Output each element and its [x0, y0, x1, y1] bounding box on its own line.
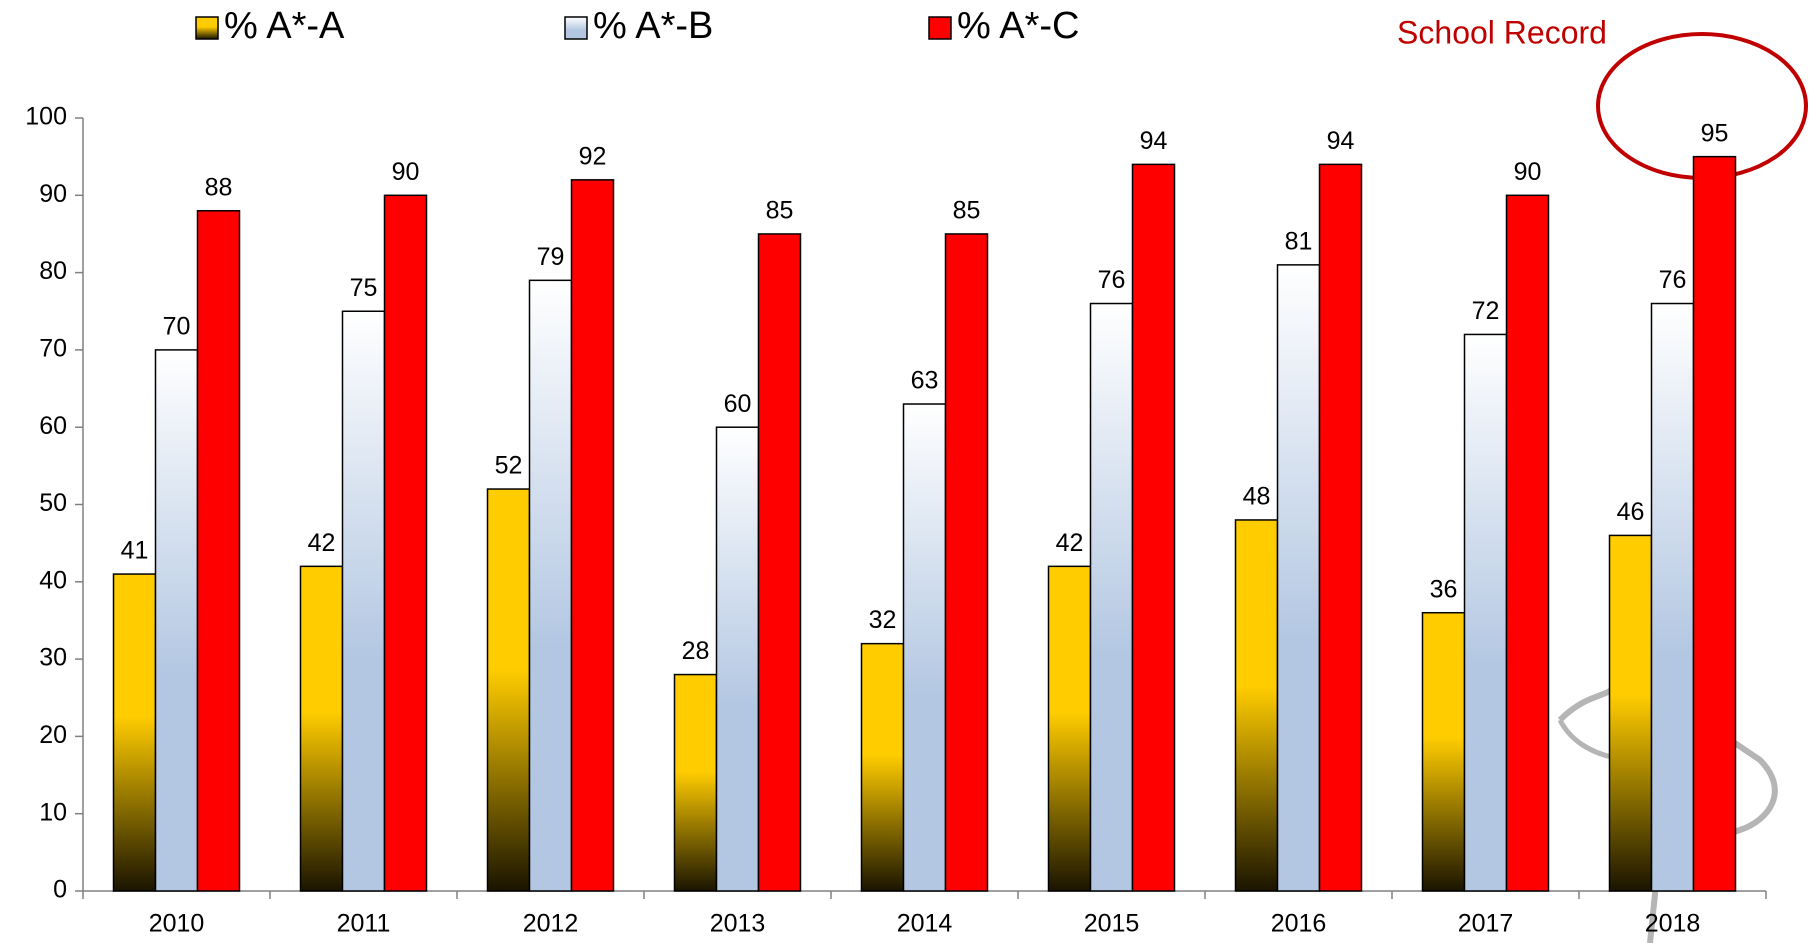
value-label: 48 [1243, 483, 1271, 511]
legend-swatch [564, 16, 588, 40]
value-label: 95 [1701, 119, 1729, 147]
x-tick-label: 2014 [897, 910, 953, 938]
value-label: 46 [1617, 498, 1645, 526]
bar [673, 673, 718, 892]
value-label: 42 [308, 529, 336, 557]
bar [1608, 534, 1653, 892]
legend-swatch [195, 16, 219, 40]
bar [341, 310, 386, 892]
y-tick-label: 20 [39, 721, 67, 749]
x-tick-label: 2010 [149, 910, 205, 938]
y-tick-label: 0 [53, 876, 67, 904]
bar [902, 403, 947, 892]
bar [1047, 565, 1092, 892]
bar [196, 210, 241, 892]
value-label: 36 [1430, 575, 1458, 603]
legend-label: % A*-B [593, 5, 713, 47]
bar [1692, 155, 1737, 892]
y-tick-label: 60 [39, 412, 67, 440]
value-label: 72 [1472, 297, 1500, 325]
value-label: 88 [205, 173, 233, 201]
bar [1234, 519, 1279, 892]
annotation: School Record [1397, 14, 1607, 50]
value-label: 76 [1659, 266, 1687, 294]
bar [112, 573, 157, 892]
value-label: 42 [1056, 529, 1084, 557]
bar [1650, 302, 1695, 892]
x-tick-label: 2012 [523, 910, 579, 938]
bar [944, 233, 989, 892]
y-tick-label: 50 [39, 489, 67, 517]
value-label: 85 [766, 197, 794, 225]
value-label: 28 [682, 637, 710, 665]
legend-swatch [928, 16, 952, 40]
y-tick-label: 40 [39, 566, 67, 594]
y-tick-label: 30 [39, 644, 67, 672]
value-label: 81 [1285, 227, 1313, 255]
value-label: 63 [911, 367, 939, 395]
bar [860, 642, 905, 892]
bar [528, 279, 573, 892]
bar [299, 565, 344, 892]
bar [1421, 611, 1466, 892]
x-tick-label: 2017 [1458, 910, 1514, 938]
bar [715, 426, 760, 892]
bar [1089, 302, 1134, 892]
bar [757, 233, 802, 892]
value-label: 70 [163, 313, 191, 341]
bar [383, 194, 428, 892]
bar [570, 179, 615, 892]
value-label: 85 [953, 197, 981, 225]
value-label: 92 [579, 142, 607, 170]
value-label: 76 [1098, 266, 1126, 294]
bar [154, 349, 199, 892]
value-label: 32 [869, 606, 897, 634]
value-label: 79 [537, 243, 565, 271]
x-tick-label: 2011 [337, 910, 391, 938]
bar [1505, 194, 1550, 892]
value-label: 52 [495, 452, 523, 480]
bar [1276, 264, 1321, 892]
bar [1318, 163, 1363, 892]
bar [1463, 333, 1508, 892]
value-label: 94 [1327, 127, 1355, 155]
value-label: 94 [1140, 127, 1168, 155]
x-tick-label: 2015 [1084, 910, 1140, 938]
value-label: 90 [1514, 158, 1542, 186]
x-tick-label: 2016 [1271, 910, 1327, 938]
y-tick-label: 10 [39, 798, 67, 826]
x-tick-label: 2013 [710, 910, 766, 938]
x-tick-label: 2018 [1645, 910, 1701, 938]
value-label: 75 [350, 274, 378, 302]
y-tick-label: 100 [25, 103, 67, 131]
bar [1131, 163, 1176, 892]
y-tick-label: 70 [39, 335, 67, 363]
y-tick-label: 80 [39, 257, 67, 285]
value-label: 90 [392, 158, 420, 186]
y-tick-label: 90 [39, 180, 67, 208]
value-label: 41 [121, 537, 149, 565]
legend-label: % A*-C [957, 5, 1079, 47]
value-label: 60 [724, 390, 752, 418]
bar [486, 488, 531, 892]
legend-label: % A*-A [224, 5, 345, 47]
